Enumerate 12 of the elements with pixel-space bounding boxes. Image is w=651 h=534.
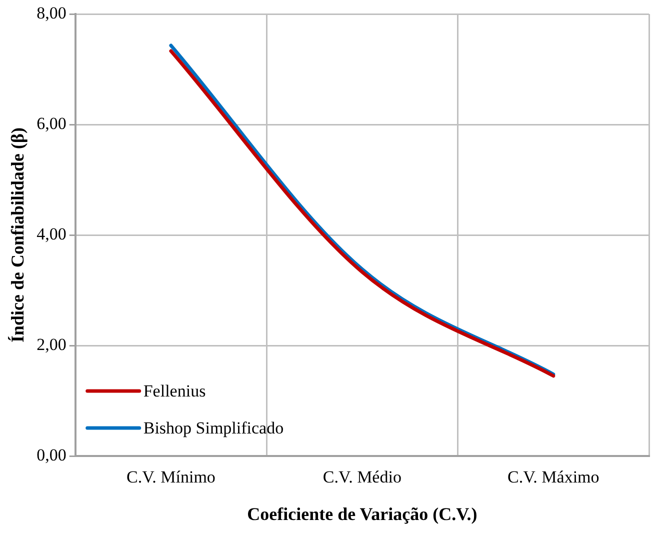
x-axis-title: Coeficiente de Variação (C.V.) xyxy=(247,504,478,524)
legend-label: Bishop Simplificado xyxy=(143,418,284,438)
y-tick-label: 8,00 xyxy=(36,3,66,22)
legend-label: Fellenius xyxy=(143,381,206,400)
y-tick-label: 2,00 xyxy=(36,334,66,354)
x-tick-label: C.V. Máximo xyxy=(507,468,600,487)
y-tick-label: 0,00 xyxy=(36,445,66,464)
x-tick-label: C.V. Médio xyxy=(322,468,402,487)
y-tick-label: 4,00 xyxy=(36,224,66,244)
y-axis-title: Índice de Confiabilidade (β) xyxy=(7,127,28,343)
y-tick-label: 6,00 xyxy=(36,114,66,133)
x-tick-label: C.V. Mínimo xyxy=(126,468,216,487)
